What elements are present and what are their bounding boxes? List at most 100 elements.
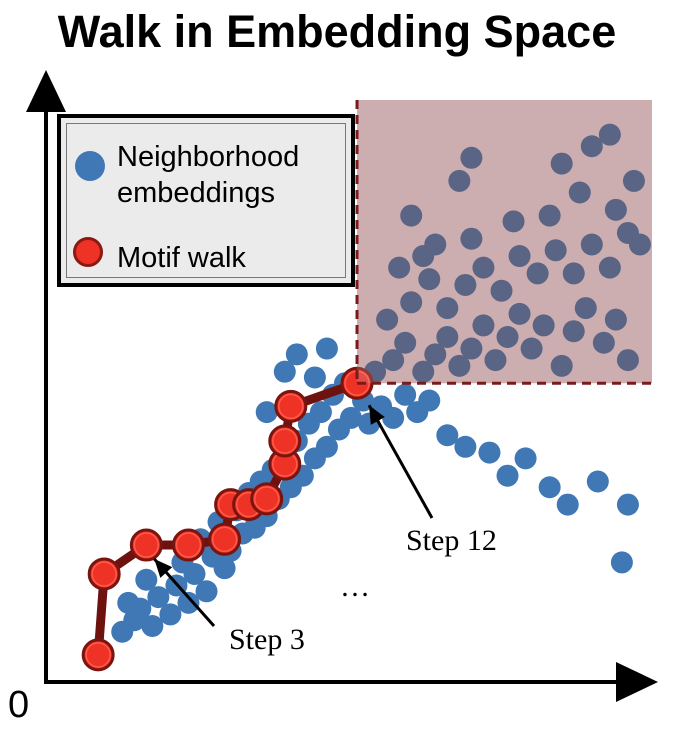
embedding-point [177, 591, 200, 614]
embedding-point [285, 343, 308, 366]
highlight-region-border [355, 100, 652, 385]
walk-step-marker [129, 528, 163, 562]
embedding-point [598, 123, 621, 146]
embedding-point [508, 245, 531, 268]
embedding-point [412, 360, 435, 383]
embedding-point [604, 198, 627, 221]
x-axis-arrowhead [616, 662, 658, 702]
embedding-point [303, 366, 326, 389]
embedding-point [117, 591, 140, 614]
embedding-point [448, 169, 471, 192]
embedding-point [502, 210, 525, 233]
embedding-point [556, 493, 579, 516]
embedding-point [309, 401, 332, 424]
embedding-point [472, 256, 495, 279]
embedding-point [382, 349, 405, 372]
embedding-point [550, 152, 573, 175]
embedding-point [508, 302, 531, 325]
embedding-point [460, 227, 483, 250]
walk-step-marker [268, 424, 302, 458]
embedding-point [213, 557, 236, 580]
walk-step-highlight [175, 532, 202, 558]
legend: Neighborhood embeddings Motif walk [57, 114, 355, 287]
legend-frame [66, 123, 346, 278]
embedding-point [382, 406, 405, 429]
axes [26, 70, 658, 702]
embedding-point [496, 325, 519, 348]
origin-label: 0 [8, 684, 30, 726]
embedding-point [526, 262, 549, 285]
embedding-point [472, 314, 495, 337]
embedding-point [454, 273, 477, 296]
walk-step-highlight [85, 642, 111, 668]
embedding-point [147, 586, 170, 609]
annotation-ellipsis: … [340, 570, 370, 603]
walk-step-marker [171, 528, 205, 562]
walk-step-highlight [91, 561, 117, 587]
embedding-point [315, 435, 338, 458]
embedding-point [412, 245, 435, 268]
embedding-point [562, 262, 585, 285]
embedding-point [622, 169, 645, 192]
embedding-point [400, 204, 423, 227]
embedding-point [580, 135, 603, 158]
embedding-point [520, 337, 543, 360]
embedding-point [436, 424, 459, 447]
embedding-point [574, 297, 597, 320]
embedding-point [616, 493, 639, 516]
embedding-point [159, 603, 182, 626]
embedding-point [460, 146, 483, 169]
embedding-point [400, 291, 423, 314]
chart-title: Walk in Embedding Space [57, 6, 617, 57]
legend-label-neighborhood-1: Neighborhood [117, 141, 300, 173]
walk-step-marker [87, 557, 121, 591]
walk-step-highlight [253, 486, 280, 512]
legend-marker-blue [75, 151, 105, 181]
embedding-point [273, 360, 296, 383]
embedding-point [598, 256, 621, 279]
embedding-point [394, 383, 417, 406]
annotation-step-12: Step 12 [406, 524, 497, 557]
walk-step-marker [208, 522, 242, 556]
embedding-point [340, 406, 362, 429]
embedding-point [388, 256, 411, 279]
embedding-point [394, 331, 417, 354]
embedding-point [195, 580, 218, 603]
arrow-step-12-head [369, 405, 385, 425]
walk-step-highlight [278, 393, 304, 420]
embedding-point [484, 349, 507, 372]
embedding-point [460, 337, 483, 360]
embedding-point [454, 435, 477, 458]
embedding-point [592, 331, 615, 354]
embedding-points [111, 123, 651, 643]
embedding-point [376, 308, 399, 331]
embedding-point [514, 447, 537, 470]
embedding-point [436, 297, 459, 320]
embedding-point [628, 233, 651, 256]
embedding-point [538, 476, 561, 499]
embedding-point [315, 337, 338, 360]
walk-step-marker [274, 389, 308, 423]
embedding-point [586, 470, 609, 493]
embedding-point [490, 279, 513, 302]
legend-label-neighborhood-2: embeddings [117, 177, 275, 209]
legend-marker-red [73, 237, 103, 267]
embedding-point [255, 401, 278, 424]
walk-step-highlight [211, 526, 238, 553]
walk-step-highlight [272, 428, 298, 454]
embedding-point [538, 204, 561, 227]
region-overlay [357, 100, 652, 384]
embedding-point [418, 268, 441, 291]
embedding-point [616, 349, 639, 372]
annotation-step-3: Step 3 [229, 623, 305, 656]
motif-walk [81, 366, 374, 672]
walk-step-highlight [133, 532, 160, 558]
embedding-point [418, 389, 441, 412]
walk-step-marker [250, 482, 284, 516]
embedding-point [610, 551, 633, 574]
embedding-point [562, 320, 585, 343]
arrow-step-12-shaft [367, 404, 434, 519]
y-axis-arrowhead [26, 70, 66, 112]
embedding-point [424, 343, 447, 366]
